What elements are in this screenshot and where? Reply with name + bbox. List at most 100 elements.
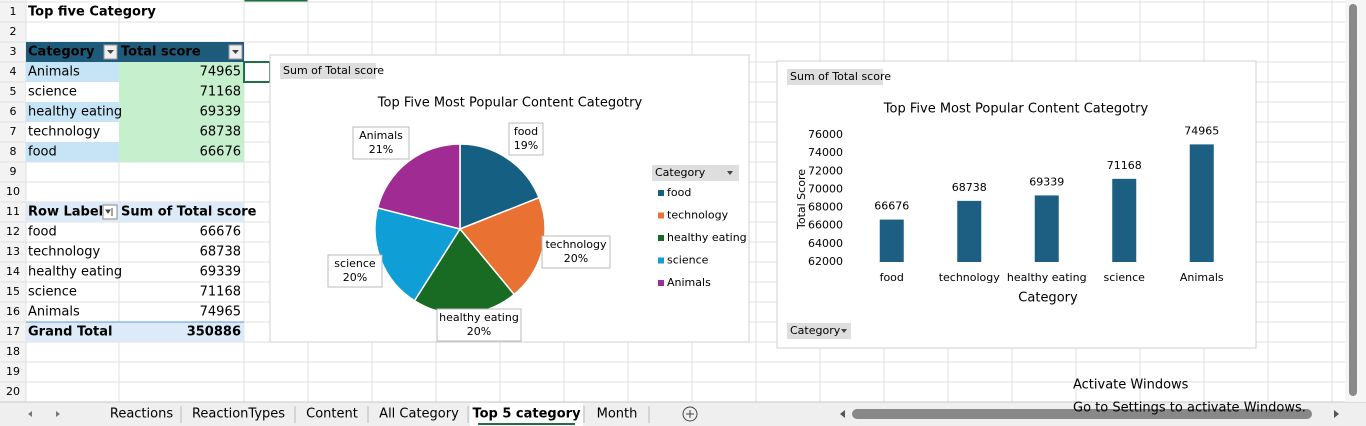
pivot-header-bg [26, 202, 244, 222]
row-number: 2 [10, 25, 17, 38]
row-number: 17 [6, 325, 20, 338]
sheet-tab[interactable] [183, 403, 294, 426]
x-tick-label: food [880, 271, 904, 284]
sheet-tab-label[interactable]: All Category [379, 407, 459, 422]
sheet-tab[interactable] [103, 403, 180, 426]
data-label-category: Animals [359, 129, 403, 142]
pivot-cell: healthy eating [28, 265, 122, 280]
sheet-tab[interactable] [470, 403, 583, 426]
tab-nav-right[interactable] [56, 411, 60, 417]
field-button[interactable] [787, 69, 883, 85]
watermark-subtitle: Go to Settings to activate Windows. [1073, 401, 1306, 416]
y-tick-label: 72000 [808, 164, 843, 177]
sheet-tab-label[interactable]: ReactionTypes [192, 407, 285, 422]
table-value: 71168 [200, 85, 241, 100]
sheet-tab-label[interactable]: Content [306, 407, 358, 422]
table-cell: science [28, 85, 77, 100]
pivot-header: Sum of Total score [121, 205, 257, 220]
bar [879, 219, 904, 262]
y-tick-label: 64000 [808, 237, 843, 250]
row-number: 16 [6, 305, 20, 318]
legend-swatch [658, 235, 664, 241]
data-label-value: 20% [467, 325, 491, 338]
field-button[interactable] [787, 323, 851, 339]
legend-arrow [727, 171, 733, 175]
cat-cell-bg [26, 122, 119, 142]
field-button[interactable] [280, 63, 376, 79]
data-label-box [352, 126, 410, 160]
row-number: 4 [10, 65, 17, 78]
bar [1112, 178, 1137, 262]
row-number: 5 [10, 85, 17, 98]
score-cell-bg [119, 122, 244, 142]
cat-cell-bg [26, 62, 119, 82]
table-value: 68738 [200, 125, 241, 140]
row-number: 14 [6, 265, 20, 278]
v-scrollbar-thumb[interactable] [1349, 4, 1357, 396]
sheet-tab-label[interactable]: Top 5 category [472, 407, 581, 422]
y-tick-label: 70000 [808, 182, 843, 195]
sheet-tab-label[interactable]: Month [597, 407, 638, 422]
y-tick-label: 66000 [808, 219, 843, 232]
x-tick-label: technology [939, 271, 1001, 284]
data-label-category: healthy eating [439, 311, 519, 324]
chart-area [776, 60, 1257, 349]
sheet-tab[interactable] [586, 403, 648, 426]
data-label-category: food [514, 125, 538, 138]
data-label-value: 21% [369, 143, 393, 156]
pivot-value: 74965 [200, 305, 241, 320]
legend-title: Category [655, 166, 706, 179]
y-axis-title: Total Score [795, 169, 808, 230]
field-button-label: Sum of Total score [790, 70, 891, 83]
pivot-cell: science [28, 285, 77, 300]
pie-slice [459, 143, 541, 231]
legend-label: healthy eating [667, 231, 747, 244]
sheet-tab[interactable] [371, 403, 467, 426]
legend-swatch [658, 212, 664, 219]
legend-label: science [667, 254, 709, 267]
field-button-arrow [841, 329, 847, 333]
add-sheet-button[interactable] [682, 406, 698, 422]
data-label-value: 19% [514, 139, 538, 152]
legend-title-bg[interactable] [652, 165, 739, 181]
sheet-tab-label[interactable]: Reactions [110, 407, 173, 422]
row-number: 20 [6, 385, 20, 398]
pivot-value: 71168 [200, 285, 241, 300]
score-cell-bg [119, 142, 244, 162]
cat-cell-bg [26, 102, 119, 122]
bar-value-label: 69339 [1029, 175, 1064, 188]
legend-label: Animals [667, 276, 711, 289]
data-label-category: technology [545, 238, 607, 251]
data-label-value: 20% [343, 271, 367, 284]
bar-value-label: 74965 [1184, 124, 1219, 137]
h-scroll-left[interactable] [840, 410, 845, 418]
table-header: Total score [121, 45, 201, 60]
selected-cell[interactable] [243, 61, 271, 83]
row-number: 3 [10, 45, 17, 58]
pivot-value: 68738 [200, 245, 241, 260]
pivot-filter-button[interactable] [102, 204, 118, 220]
add-sheet-plus [686, 410, 694, 418]
bar [1189, 144, 1214, 262]
score-cell-bg [119, 82, 244, 102]
table-cell: healthy eating [28, 105, 122, 120]
pivot-value: 66676 [200, 225, 241, 240]
row-number: 9 [10, 165, 17, 178]
pivot-filter-icon [105, 208, 113, 216]
row-number: 7 [10, 125, 17, 138]
table-cell: Animals [28, 65, 80, 80]
table-value: 66676 [200, 145, 241, 160]
pivot-total: 350886 [187, 325, 241, 340]
sheet-tab[interactable] [297, 403, 367, 426]
data-label-box [436, 308, 522, 342]
pivot-cell: Animals [28, 305, 80, 320]
h-scrollbar-thumb[interactable] [852, 409, 1312, 419]
row-number: 15 [6, 285, 20, 298]
pie-slice [376, 143, 461, 230]
watermark-title: Activate Windows [1073, 378, 1189, 393]
row-number: 6 [10, 105, 17, 118]
bar-value-label: 66676 [874, 200, 909, 213]
h-scroll-right[interactable] [1334, 410, 1339, 418]
tab-nav-left[interactable] [28, 411, 32, 417]
